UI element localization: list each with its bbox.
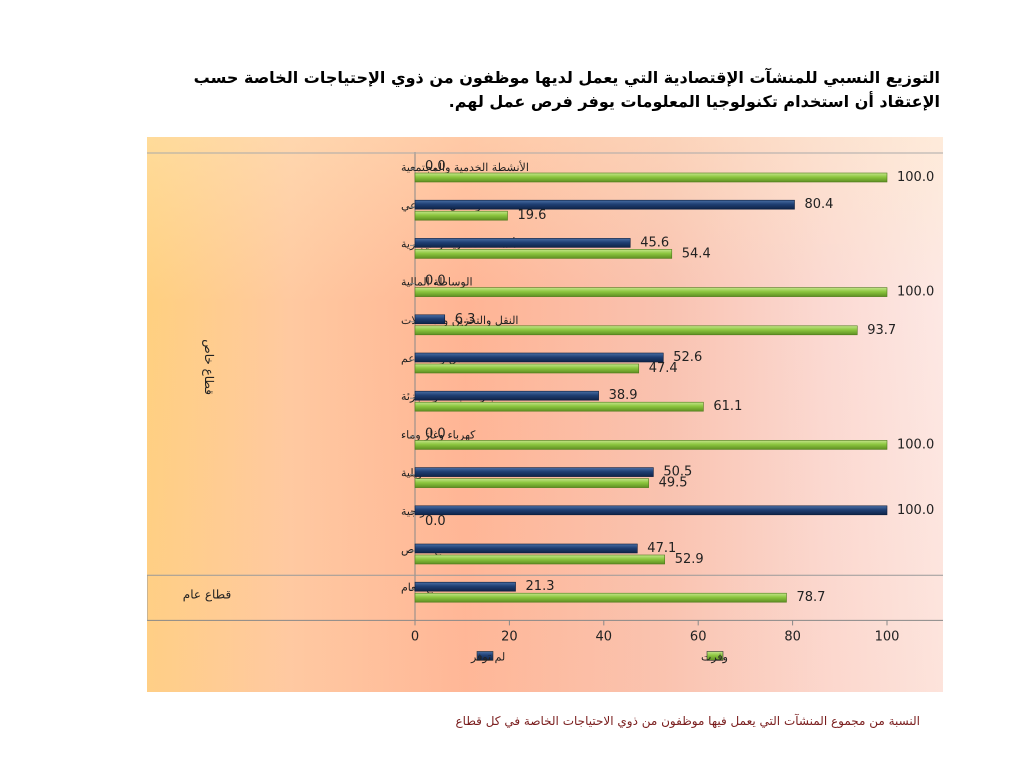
x-tick-label: 60	[690, 629, 707, 644]
data-label: 19.6	[518, 208, 547, 223]
data-label: 100.0	[897, 503, 934, 518]
bar-not-provided	[414, 543, 638, 554]
x-tick-label: 80	[784, 629, 801, 644]
data-label: 6.3	[455, 312, 476, 327]
bar-provided	[414, 172, 888, 183]
bar-provided	[414, 554, 665, 565]
data-label: 52.6	[673, 350, 702, 365]
x-tick-label: 0	[411, 629, 419, 644]
category-label: الأنشطة الخدمية والمجتمعية	[401, 160, 529, 174]
data-label: 38.9	[609, 388, 638, 403]
bar-provided	[414, 401, 704, 412]
legend-label: وفرت	[701, 650, 728, 663]
data-label: 50.5	[663, 465, 692, 480]
data-label: 93.7	[867, 323, 896, 338]
bar-provided	[414, 210, 508, 221]
data-label: 49.5	[659, 476, 688, 491]
data-label: 52.9	[675, 552, 704, 567]
bar-not-provided	[414, 390, 599, 401]
bar-provided	[414, 363, 640, 374]
legend-label: لم توفر	[470, 650, 505, 663]
category-label: الوساطة المالية	[401, 276, 473, 289]
data-label: 100.0	[897, 437, 934, 452]
bar-provided	[414, 478, 649, 488]
data-label: 0.0	[425, 426, 446, 441]
bar-not-provided	[414, 581, 516, 592]
bar-not-provided	[414, 199, 795, 210]
chart-panel: 0 20 40 60 80 100 الأنشطة الخدمية والمجتمعية 0.…	[147, 137, 943, 692]
chart-caption: النسبة من مجموع المنشآت التي يعمل فيها م…	[455, 714, 921, 728]
data-label: 0.0	[425, 274, 446, 289]
bar-not-provided	[414, 238, 631, 248]
data-label: 0.0	[425, 159, 446, 174]
data-label: 78.7	[796, 590, 825, 605]
group-label: قطاع خاص	[202, 339, 216, 395]
bar-provided	[414, 440, 888, 450]
x-tick-label: 100	[875, 629, 900, 644]
x-tick-label: 40	[596, 629, 613, 644]
bar-not-provided	[414, 314, 446, 325]
data-label: 0.0	[425, 514, 446, 529]
bar-not-provided	[414, 352, 664, 363]
data-label: 21.3	[526, 579, 555, 594]
data-label: 54.4	[682, 246, 711, 261]
bar-provided	[414, 249, 673, 259]
x-tick-label: 20	[501, 629, 518, 644]
data-label: 47.4	[649, 361, 678, 376]
data-label: 61.1	[713, 399, 742, 414]
legend-swatch	[476, 651, 494, 661]
data-label: 80.4	[804, 197, 833, 212]
bar-not-provided	[414, 467, 654, 477]
data-label: 100.0	[897, 285, 934, 300]
data-label: 47.1	[647, 541, 676, 556]
title-line-2: الإعتقاد أن استخدام تكنولوجيا المعلومات …	[448, 92, 940, 111]
data-label: 45.6	[640, 235, 669, 250]
bar-provided	[414, 325, 858, 336]
data-label: 100.0	[897, 170, 934, 185]
chart-title: التوزيع النسبي للمنشآت الإقتصادية التي ي…	[150, 66, 940, 114]
bar-provided	[414, 287, 888, 297]
category-label: كهرباء وغاز وماء	[401, 428, 476, 441]
group-label: قطاع عام	[183, 587, 231, 601]
title-line-1: التوزيع النسبي للمنشآت الإقتصادية التي ي…	[193, 68, 940, 87]
legend-swatch	[706, 651, 724, 661]
bar-provided	[414, 592, 787, 603]
bar-not-provided	[414, 505, 888, 516]
